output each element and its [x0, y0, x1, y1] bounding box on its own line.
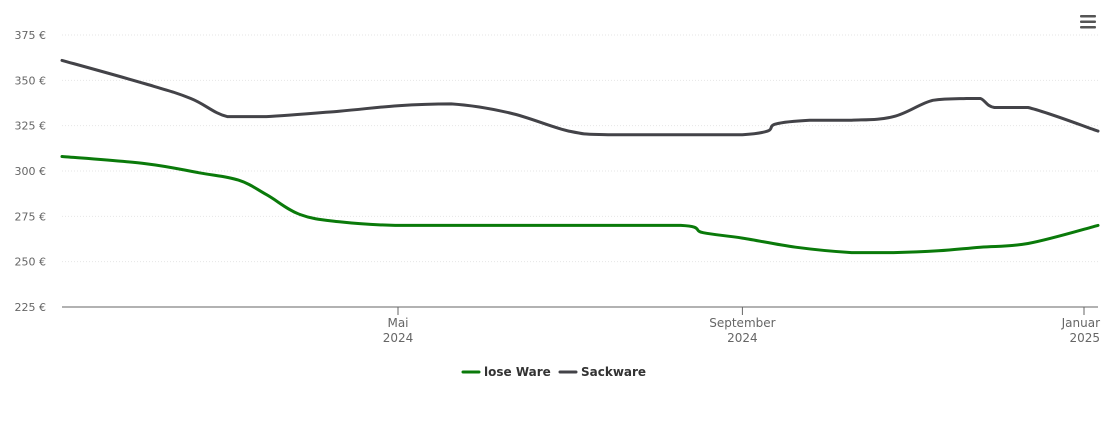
x-tick-label: 2025 — [1069, 331, 1100, 345]
hamburger-menu-icon[interactable] — [1080, 15, 1096, 29]
y-tick-label: 300 € — [15, 165, 47, 178]
y-tick-label: 325 € — [15, 120, 47, 133]
series-line-lose-ware[interactable] — [60, 155, 1100, 255]
y-tick-label: 275 € — [15, 210, 47, 223]
legend-item-lose-ware[interactable]: lose Ware — [461, 365, 551, 379]
y-tick-label: 350 € — [15, 74, 47, 87]
legend-label: lose Ware — [484, 365, 551, 379]
x-tick-label: September — [709, 316, 775, 330]
y-tick-label: 250 € — [15, 256, 47, 269]
legend-label: Sackware — [581, 365, 646, 379]
x-tick-label: 2024 — [383, 331, 414, 345]
y-axis-ticks: 225 € 250 € 275 € 300 € 325 € 350 € 375 € — [15, 29, 47, 314]
grid-layer — [62, 34, 1098, 263]
series-line-sackware[interactable] — [60, 58, 1100, 137]
x-tick-label: 2024 — [727, 331, 758, 345]
x-tick-label: Januar — [1061, 316, 1100, 330]
legend: lose Ware Sackware — [461, 365, 646, 379]
y-tick-label: 225 € — [15, 301, 47, 314]
x-tick-label: Mai — [387, 316, 408, 330]
series-layer — [60, 58, 1100, 255]
y-tick-label: 375 € — [15, 29, 47, 42]
chart-menu-button[interactable] — [1074, 10, 1100, 34]
legend-item-sackware[interactable]: Sackware — [558, 365, 646, 379]
